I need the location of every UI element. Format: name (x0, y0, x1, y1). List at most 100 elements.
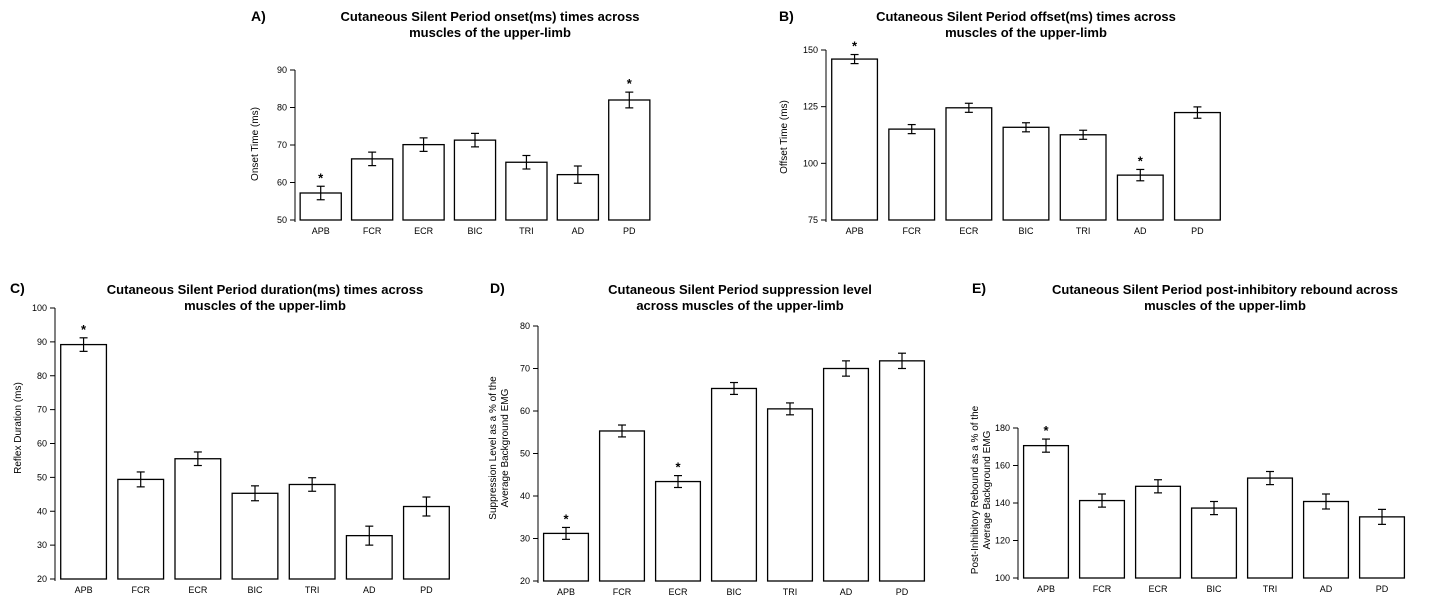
y-tick-label: 125 (803, 102, 818, 112)
bar (1302, 500, 1350, 579)
y-tick-label: 70 (520, 364, 530, 374)
chart-svg: 75 100 125 150 * APB FCR ECR BIC TRI * AD PD (803, 39, 1221, 236)
x-tick-label: AD (363, 585, 376, 595)
x-tick-label: TRI (519, 226, 534, 236)
bar (766, 408, 814, 582)
y-tick-label: 70 (277, 140, 287, 150)
x-tick-label: TRI (305, 585, 320, 595)
chart-title-line: Cutaneous Silent Period offset(ms) times… (876, 9, 1176, 24)
x-tick-label: APB (1037, 584, 1055, 594)
chart-title: Cutaneous Silent Period offset(ms) times… (826, 9, 1226, 41)
panel-label: E) (972, 280, 986, 296)
x-tick-label: ECR (414, 226, 434, 236)
y-tick-label: 20 (520, 576, 530, 586)
y-tick-label: 50 (37, 472, 47, 482)
x-tick-label: ECR (188, 585, 208, 595)
bar (174, 458, 222, 580)
panel-label: B) (779, 8, 794, 24)
y-tick-label: 75 (808, 215, 818, 225)
y-tick-label: 90 (277, 65, 287, 75)
x-tick-label: FCR (131, 585, 150, 595)
y-tick-label: 30 (520, 534, 530, 544)
chart-svg: 50 60 70 80 90 * APB FCR ECR BIC TRI AD * PD (277, 65, 651, 236)
x-tick-label: PD (1191, 226, 1204, 236)
bar (1078, 499, 1126, 579)
panel-label: C) (10, 280, 25, 296)
bar (1246, 477, 1294, 579)
x-tick-label: BIC (1206, 584, 1222, 594)
bar (1022, 444, 1070, 579)
y-tick-label: 160 (995, 461, 1010, 471)
x-tick-label: ECR (668, 587, 688, 596)
bar (654, 480, 702, 582)
x-tick-label: AD (1320, 584, 1333, 594)
x-tick-label: PD (623, 226, 636, 236)
y-tick-label: 100 (32, 303, 47, 313)
x-tick-label: TRI (1263, 584, 1278, 594)
chart-title-line: Cutaneous Silent Period onset(ms) times … (340, 9, 640, 24)
x-tick-label: APB (312, 226, 330, 236)
bar (822, 367, 870, 582)
bar (598, 430, 646, 582)
x-tick-label: ECR (959, 226, 979, 236)
y-tick-label: 80 (520, 321, 530, 331)
bar (542, 532, 590, 582)
y-tick-label: 80 (277, 103, 287, 113)
chart-title-line: muscles of the upper-limb (184, 298, 346, 313)
y-tick-label: 50 (520, 449, 530, 459)
significance-marker: * (675, 460, 681, 475)
bar (288, 483, 336, 580)
panel-label: D) (490, 280, 505, 296)
bar (402, 505, 450, 580)
x-tick-label: FCR (613, 587, 632, 596)
x-tick-label: BIC (467, 226, 483, 236)
bar (878, 360, 926, 582)
y-tick-label: 60 (37, 439, 47, 449)
x-tick-label: APB (846, 226, 864, 236)
x-tick-label: APB (557, 587, 575, 596)
chart-title: Cutaneous Silent Period post-inhibitory … (1030, 282, 1420, 314)
panel-label: A) (251, 8, 266, 24)
x-tick-label: PD (1376, 584, 1389, 594)
bar (888, 128, 936, 221)
bar (1173, 111, 1221, 221)
x-tick-label: APB (75, 585, 93, 595)
y-tick-label: 150 (803, 45, 818, 55)
significance-marker: * (627, 76, 633, 91)
x-tick-label: BIC (247, 585, 263, 595)
chart-title: Cutaneous Silent Period suppression leve… (560, 282, 920, 314)
bar (1002, 126, 1050, 221)
y-tick-label: 120 (995, 536, 1010, 546)
significance-marker: * (852, 39, 858, 54)
x-tick-label: PD (420, 585, 433, 595)
significance-marker: * (1138, 153, 1144, 168)
x-tick-label: AD (840, 587, 853, 596)
chart-title: Cutaneous Silent Period onset(ms) times … (290, 9, 690, 41)
y-tick-label: 100 (803, 158, 818, 168)
significance-marker: * (1043, 423, 1049, 438)
chart-title-line: muscles of the upper-limb (409, 25, 571, 40)
y-tick-label: 50 (277, 215, 287, 225)
bar (60, 343, 108, 580)
chart-title-line: across muscles of the upper-limb (636, 298, 844, 313)
y-tick-label: 140 (995, 498, 1010, 508)
chart-title-line: muscles of the upper-limb (1144, 298, 1306, 313)
y-tick-label: 180 (995, 423, 1010, 433)
chart-svg: 20 30 40 50 60 70 80 * APB FCR * ECR BIC TRI AD PD (520, 321, 926, 596)
x-tick-label: AD (572, 226, 585, 236)
y-tick-label: 20 (37, 574, 47, 584)
x-tick-label: BIC (726, 587, 742, 596)
chart-svg: 20 30 40 50 60 70 80 90 100 * APB FCR ECR BIC TRI AD PD (32, 303, 450, 595)
y-tick-label: 100 (995, 573, 1010, 583)
bar (1116, 174, 1164, 221)
bar (117, 478, 165, 580)
bar (831, 58, 879, 221)
x-tick-label: ECR (1148, 584, 1168, 594)
bar (945, 107, 993, 221)
chart-title-line: Cutaneous Silent Period suppression leve… (608, 282, 872, 297)
y-tick-label: 70 (37, 405, 47, 415)
chart-title-line: Cutaneous Silent Period post-inhibitory … (1052, 282, 1398, 297)
bar (608, 99, 651, 221)
x-tick-label: FCR (363, 226, 382, 236)
y-tick-label: 60 (520, 406, 530, 416)
